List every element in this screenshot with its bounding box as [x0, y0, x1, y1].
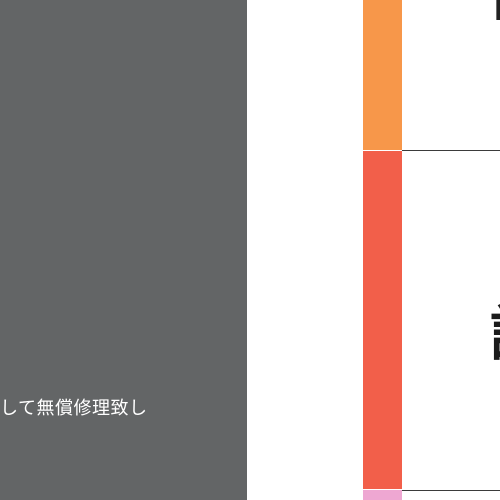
row-heading-glyph: 請 [490, 286, 500, 373]
table-row: 請 [402, 151, 500, 491]
info-panel: して無償修理致し [0, 0, 247, 500]
accent-stripe-pink [363, 490, 402, 500]
row-heading-glyph: ■ [492, 0, 500, 26]
panel-text: して無償修理致し [0, 398, 148, 419]
accent-stripe-orange [363, 0, 402, 150]
table-row: ■ [402, 0, 500, 151]
accent-stripe-red [363, 151, 402, 489]
